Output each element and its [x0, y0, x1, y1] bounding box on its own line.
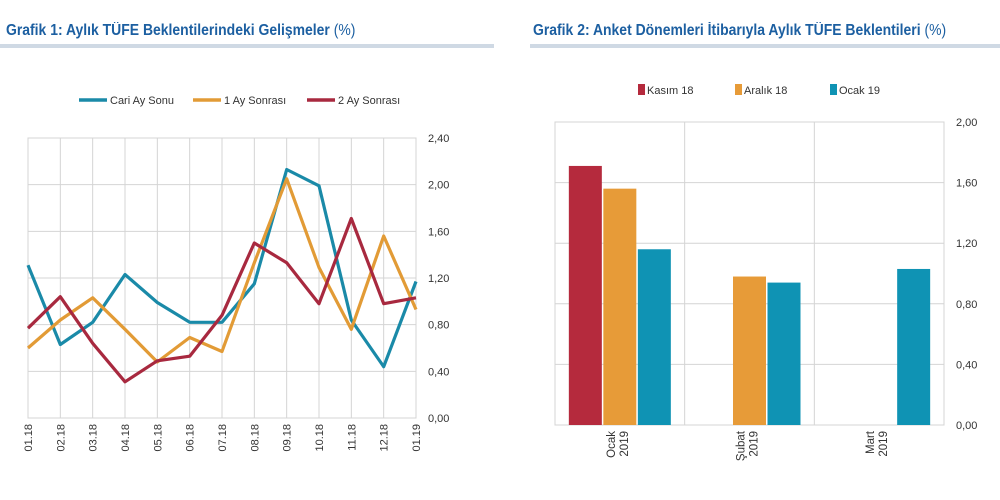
legend-swatch — [638, 84, 645, 95]
y-tick-label: 1,20 — [428, 273, 449, 285]
chart2-title-text: Grafik 2: Anket Dönemleri İtibarıyla Ayl… — [533, 22, 921, 39]
bar — [568, 165, 602, 425]
y-tick-label: 2,40 — [428, 133, 449, 145]
y-tick-label: 0,80 — [428, 320, 449, 332]
line-chart: 0,00 0,40 0,80 1,20 1,60 2,00 2,40 01.18 02.18 03… — [23, 95, 449, 452]
series-line — [26, 177, 418, 364]
x-tick-label: 06.18 — [185, 424, 197, 452]
x-tick-label: Ocak — [606, 431, 618, 458]
x-tick-label: 07.18 — [217, 424, 229, 452]
x-tick-label: Şubat — [736, 430, 748, 461]
x-tick-label: 02.18 — [55, 424, 67, 452]
x-tick-label: 01.19 — [411, 424, 423, 452]
y-tick-label: 1,60 — [956, 178, 977, 190]
legend-label: 2 Ay Sonrası — [338, 95, 400, 107]
y-tick-label: 1,60 — [428, 226, 449, 238]
y-tick-label: 0,40 — [428, 366, 449, 378]
x-tick-label: 05.18 — [152, 424, 164, 452]
chart2-title: Grafik 2: Anket Dönemleri İtibarıyla Ayl… — [533, 22, 946, 40]
y-tick-label: 0,40 — [956, 359, 977, 371]
chart1-title: Grafik 1: Aylık TÜFE Beklentilerindeki G… — [6, 22, 355, 40]
y-tick-label: 0,00 — [428, 413, 449, 425]
chart2-title-unit: (%) — [924, 22, 947, 39]
legend-label: Kasım 18 — [647, 85, 693, 97]
bar — [767, 282, 801, 425]
legend-label: Cari Ay Sonu — [110, 95, 174, 107]
chart1-title-rule — [0, 44, 494, 48]
y-tick-label: 0,80 — [956, 299, 977, 311]
series-line — [26, 216, 417, 384]
bar — [897, 268, 931, 425]
x-tick-label: 04.18 — [120, 424, 132, 452]
legend-label: 1 Ay Sonrası — [224, 95, 286, 107]
x-tick-label: Mart — [865, 430, 877, 454]
x-tick-label: 11.18 — [346, 424, 358, 451]
bar — [637, 249, 671, 425]
chart1-title-unit: (%) — [333, 22, 356, 39]
bar — [603, 188, 637, 425]
x-tick-label: 12.18 — [379, 424, 391, 452]
x-tick-label: 09.18 — [282, 424, 294, 452]
y-tick-label: 0,00 — [956, 420, 977, 432]
x-tick-label: 01.18 — [23, 424, 35, 452]
legend-label: Aralık 18 — [744, 85, 787, 97]
x-tick-label: 08.18 — [249, 424, 261, 452]
legend-swatch — [830, 84, 837, 95]
y-tick-label: 2,00 — [956, 117, 977, 129]
series-line — [26, 167, 418, 369]
x-tick-label: 2019 — [619, 431, 631, 457]
y-tick-label: 2,00 — [428, 180, 449, 192]
x-tick-label: 2019 — [878, 431, 890, 457]
chart2-title-rule — [530, 44, 1000, 48]
x-tick-label: 2019 — [749, 431, 761, 457]
x-tick-label: 03.18 — [88, 424, 100, 452]
y-tick-label: 1,20 — [956, 238, 977, 250]
legend-swatch — [735, 84, 742, 95]
chart1-title-text: Grafik 1: Aylık TÜFE Beklentilerindeki G… — [6, 22, 330, 39]
x-tick-label: 10.18 — [314, 424, 326, 452]
legend-label: Ocak 19 — [839, 85, 880, 97]
bar — [733, 276, 766, 425]
